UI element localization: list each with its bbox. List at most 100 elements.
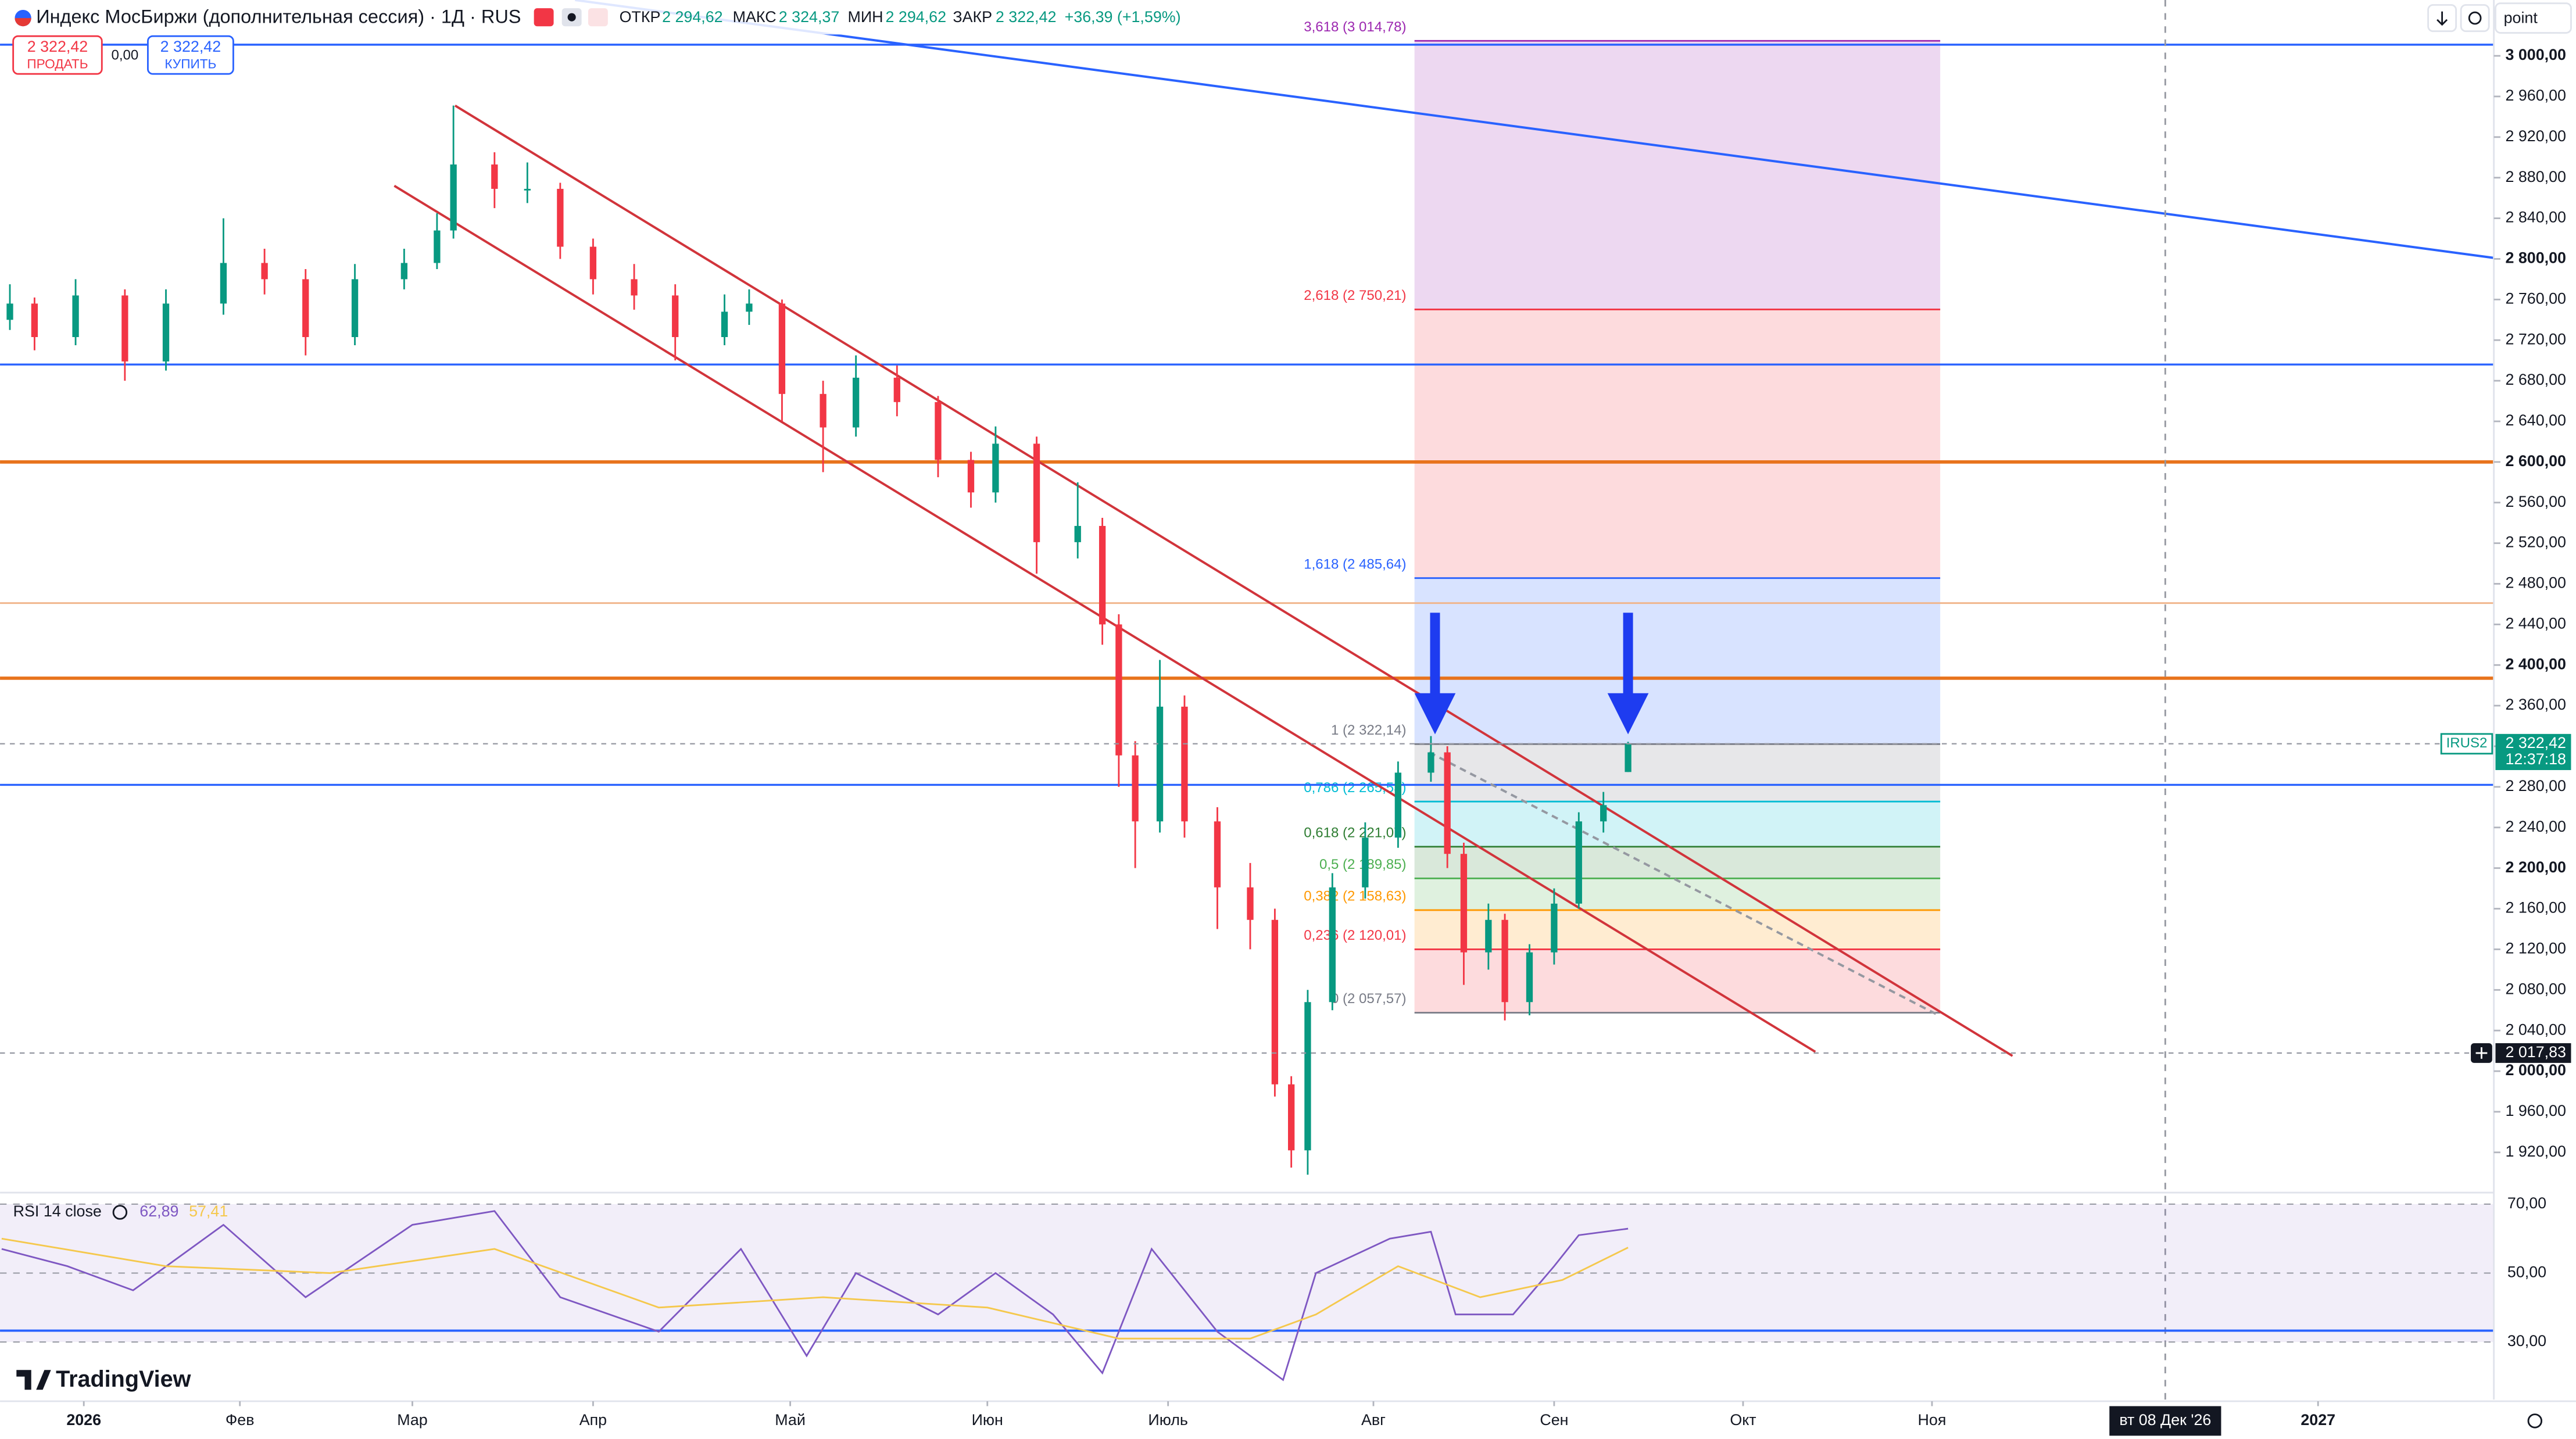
y-tick-label: 1 960,00 <box>2506 1102 2567 1119</box>
main-pane: 0 (2 057,57) 0,236 (2 120,01) 0,382 (2 158… <box>0 0 2494 1400</box>
fib-label: 0,236 (2 120,01) <box>1304 928 1406 943</box>
candle-body <box>672 295 679 337</box>
y-tick-label: 2 800,00 <box>2506 249 2567 267</box>
refresh-icon <box>2468 11 2482 25</box>
fib-band <box>1414 309 1941 578</box>
rsi-title: RSI 14 close <box>13 1202 102 1220</box>
candle-body <box>1271 919 1279 1084</box>
candle-body <box>351 279 359 337</box>
rsi-tick-label: 30,00 <box>2507 1332 2546 1349</box>
crosshair-tag <box>2109 1406 2221 1436</box>
candle-body <box>1033 443 1040 542</box>
settings-icon[interactable] <box>2527 1413 2543 1429</box>
candle-body <box>524 188 531 191</box>
refresh-button[interactable] <box>2460 4 2490 33</box>
arrow-shaft <box>1430 613 1440 699</box>
x-tick-label: Окт <box>1730 1411 1756 1429</box>
candle-body <box>1074 525 1081 542</box>
y-tick-label: 2 600,00 <box>2506 452 2567 470</box>
price-tag <box>2495 1043 2571 1063</box>
status-dot <box>567 13 576 22</box>
x-tick-label: Ноя <box>1918 1411 1947 1429</box>
trend-line <box>454 104 2013 1057</box>
spread: 0,00 <box>111 47 138 63</box>
symbol-tag <box>2440 733 2493 755</box>
price-tag-label: 2 017,83 <box>2506 1043 2567 1061</box>
sell-price: 2 322,42 <box>27 38 88 55</box>
x-tick-label: 2026 <box>66 1411 101 1429</box>
status-button[interactable] <box>588 8 608 27</box>
candle-body <box>721 312 728 337</box>
fib-band <box>1414 878 1941 910</box>
candle-body <box>261 263 268 280</box>
arrow-shaft <box>1623 613 1633 699</box>
crosshair-label: вт 08 Дек '26 <box>2119 1411 2211 1429</box>
trend-line <box>1429 751 1940 1016</box>
buy-button[interactable] <box>147 35 234 75</box>
candle-body <box>1304 1002 1311 1151</box>
candle-body <box>557 188 564 247</box>
y-tick-label: 3 000,00 <box>2506 46 2567 63</box>
fib-label: 0,382 (2 158,63) <box>1304 889 1406 904</box>
candle-body <box>1181 706 1188 822</box>
candle-body <box>1501 919 1508 1003</box>
candle-body <box>935 402 942 460</box>
y-tick-label: 2 880,00 <box>2506 168 2567 185</box>
candle-body <box>820 393 827 428</box>
sell-button[interactable] <box>12 35 103 75</box>
y-tick-label: 2 200,00 <box>2506 858 2567 876</box>
x-tick-label: Июль <box>1148 1411 1188 1429</box>
y-tick-label: 2 360,00 <box>2506 696 2567 713</box>
ohlc-value: 2 294,62 <box>886 8 947 26</box>
x-tick-label: Июн <box>972 1411 1003 1429</box>
y-tick-label: 1 920,00 <box>2506 1143 2567 1160</box>
download-icon <box>2437 11 2448 26</box>
candle-body <box>1485 919 1492 953</box>
y-tick-label: 2 840,00 <box>2506 209 2567 226</box>
candle-body <box>992 443 999 493</box>
price-axis <box>2493 0 2576 1439</box>
axes: 1 920,00 1 960,00 2 000,00 2 040,00 2 080,00… <box>66 46 2571 1436</box>
ohlc-label: МИН <box>848 8 883 26</box>
candle-body <box>589 246 597 280</box>
rsi-value: 57,41 <box>189 1202 228 1220</box>
arrow-head <box>1607 693 1649 735</box>
fib-label: 2,618 (2 750,21) <box>1304 288 1406 303</box>
rsi-pane: RSI 14 close 62,89 57,41 <box>0 1202 2494 1381</box>
y-tick-label: 2 720,00 <box>2506 330 2567 348</box>
candle-body <box>1156 706 1164 822</box>
candle-body <box>72 295 79 337</box>
rsi-tick-label: 50,00 <box>2507 1263 2546 1281</box>
price-tag-label: 2 322,42 <box>2506 734 2567 751</box>
fib-label: 3,618 (3 014,78) <box>1304 19 1406 35</box>
candle-body <box>6 303 13 320</box>
rsi-tick-label: 70,00 <box>2507 1194 2546 1212</box>
candle-body <box>220 263 227 304</box>
candle-body <box>121 295 128 361</box>
candle-body <box>1132 755 1139 822</box>
candle-body <box>967 460 975 493</box>
fib-label: 1,618 (2 485,64) <box>1304 556 1406 572</box>
flag-button[interactable] <box>534 8 554 27</box>
candle-body <box>1362 837 1369 887</box>
fib-band <box>1414 949 1941 1013</box>
fib-band <box>1414 801 1941 847</box>
y-tick-label: 2 560,00 <box>2506 493 2567 510</box>
candle-body <box>400 263 408 280</box>
x-tick-label: Сен <box>1540 1411 1568 1429</box>
fib-label: 0,618 (2 221,07) <box>1304 825 1406 841</box>
unit-label: point <box>2504 9 2538 27</box>
add-icon <box>2475 1047 2488 1059</box>
y-tick-label: 2 480,00 <box>2506 574 2567 592</box>
unit-selector[interactable] <box>2495 2 2572 34</box>
candle-body <box>1214 821 1221 887</box>
rsi-icon[interactable] <box>112 1205 128 1220</box>
y-tick-label: 2 440,00 <box>2506 614 2567 632</box>
candle-body <box>1444 752 1451 854</box>
y-tick-label: 2 280,00 <box>2506 777 2567 794</box>
fib-band <box>1414 744 1941 802</box>
candle-body <box>893 377 900 402</box>
